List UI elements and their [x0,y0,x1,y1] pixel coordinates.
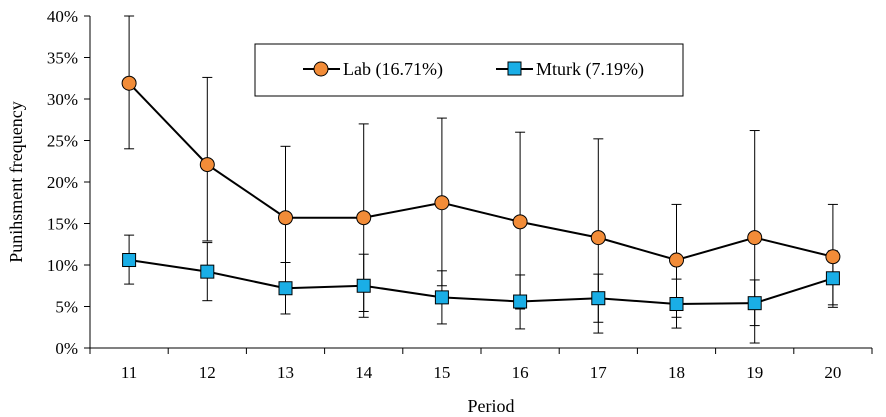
y-tick-label: 5% [55,298,78,317]
data-point-mturk [434,290,449,305]
data-point-lab [825,249,841,265]
y-tick-label: 40% [47,7,78,26]
x-tick-label: 16 [512,363,529,382]
legend: Lab (16.71%) Mturk (7.19%) [254,43,684,97]
x-tick-label: 17 [590,363,608,382]
legend-label-lab: Lab (16.71%) [343,59,443,80]
data-point-mturk [669,297,684,312]
data-point-lab [121,75,137,91]
data-point-mturk [356,278,371,293]
x-tick-label: 19 [746,363,763,382]
series-markers [121,75,841,312]
data-point-lab [669,252,684,268]
series-line-lab [128,82,834,262]
data-point-lab [278,210,293,226]
data-point-lab [590,230,606,246]
data-point-mturk [747,296,762,311]
data-point-mturk [200,264,215,279]
series-lines [128,82,834,306]
x-tick-label: 14 [355,363,373,382]
data-point-lab [747,230,763,246]
y-tick-label: 25% [47,132,78,151]
data-point-lab [434,195,450,211]
data-point-mturk [122,253,137,268]
y-tick-label: 20% [47,173,78,192]
data-point-lab [512,214,528,230]
x-tick-label: 13 [277,363,294,382]
data-point-mturk [513,294,528,309]
data-point-mturk [825,271,840,286]
legend-label-mturk: Mturk (7.19%) [536,59,644,80]
axes: 0% 5% 10% 15% 20% 25% 30% 35% 40% 11 12 13 14 15 16 17 1… [47,7,873,382]
x-tick-label: 18 [668,363,685,382]
x-tick-label: 12 [199,363,216,382]
x-axis-title: Period [468,396,515,416]
x-tick-label: 15 [433,363,450,382]
y-tick-label: 10% [47,256,78,275]
legend-marker-lab [313,61,329,77]
legend-marker-mturk [507,61,522,76]
data-point-mturk [278,281,293,296]
y-axis-title: Punihsment frequency [6,101,26,262]
data-point-lab [199,157,215,173]
series-line-mturk [128,259,834,306]
y-tick-label: 15% [47,215,78,234]
y-tick-label: 0% [55,339,78,358]
x-tick-label: 20 [824,363,841,382]
y-tick-label: 30% [47,90,78,109]
y-tick-label: 35% [47,49,78,68]
data-point-lab [356,210,372,226]
data-point-mturk [591,291,606,306]
x-tick-label: 11 [121,363,137,382]
